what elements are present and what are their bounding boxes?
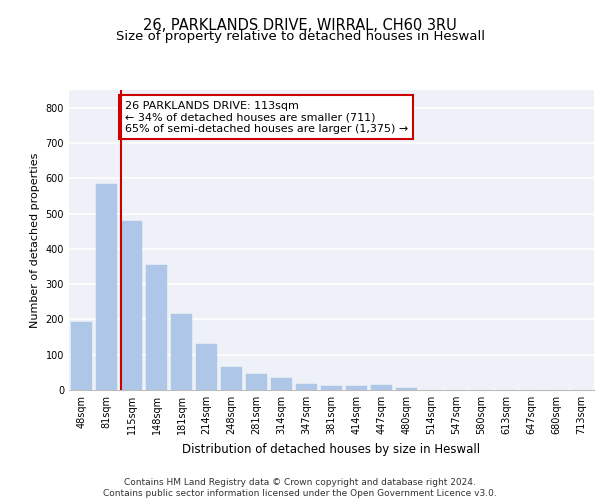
Bar <box>96 184 117 390</box>
Bar <box>396 388 417 390</box>
Bar <box>171 314 192 390</box>
Text: 26 PARKLANDS DRIVE: 113sqm
← 34% of detached houses are smaller (711)
65% of sem: 26 PARKLANDS DRIVE: 113sqm ← 34% of deta… <box>125 100 408 134</box>
Bar <box>71 322 92 390</box>
Bar <box>296 384 317 390</box>
Bar <box>246 374 267 390</box>
Text: Size of property relative to detached houses in Heswall: Size of property relative to detached ho… <box>115 30 485 43</box>
Bar <box>346 386 367 390</box>
Text: 26, PARKLANDS DRIVE, WIRRAL, CH60 3RU: 26, PARKLANDS DRIVE, WIRRAL, CH60 3RU <box>143 18 457 32</box>
Bar <box>371 385 392 390</box>
X-axis label: Distribution of detached houses by size in Heswall: Distribution of detached houses by size … <box>182 442 481 456</box>
Bar <box>321 386 342 390</box>
Bar <box>221 367 242 390</box>
Text: Contains HM Land Registry data © Crown copyright and database right 2024.
Contai: Contains HM Land Registry data © Crown c… <box>103 478 497 498</box>
Bar <box>121 222 142 390</box>
Bar <box>196 344 217 390</box>
Y-axis label: Number of detached properties: Number of detached properties <box>30 152 40 328</box>
Bar <box>146 265 167 390</box>
Bar <box>271 378 292 390</box>
